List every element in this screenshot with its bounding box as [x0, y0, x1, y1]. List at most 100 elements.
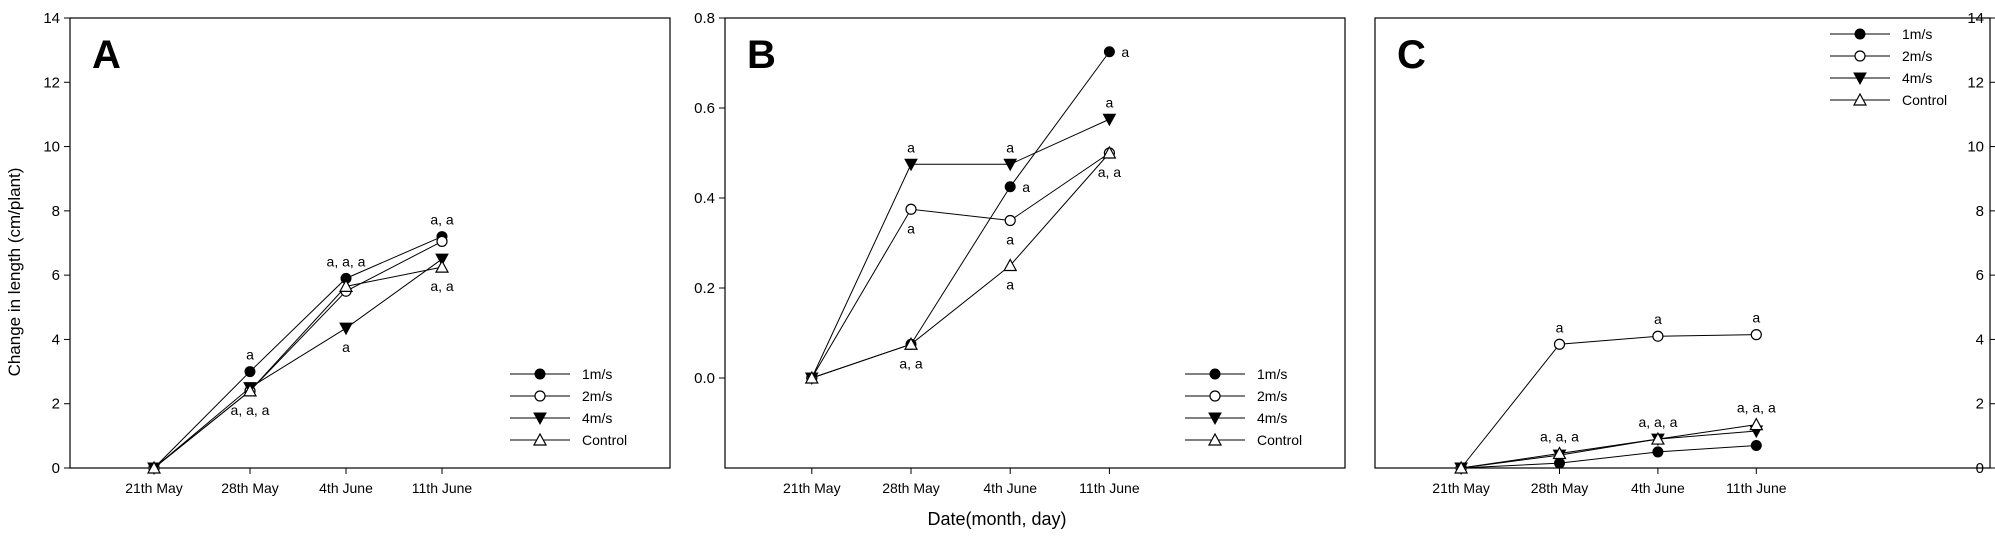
y-tick-label: 0.8: [694, 10, 715, 27]
data-point: [1103, 46, 1115, 58]
x-tick-label: 28th May: [882, 480, 940, 496]
data-point: [435, 253, 449, 267]
significance-label: a, a: [430, 212, 454, 228]
legend-marker: [534, 390, 546, 402]
legend-entry: Control: [1257, 432, 1302, 448]
data-point: [1003, 258, 1018, 272]
y-tick-label: 10: [1967, 139, 1984, 156]
series-4m-s: [1454, 425, 1764, 476]
data-point: [1553, 338, 1566, 350]
series-control: [1454, 417, 1764, 474]
plot-frame: [69, 17, 671, 469]
data-point: [804, 370, 819, 384]
y-tick-label: 0.4: [694, 190, 715, 207]
data-point: [1652, 446, 1664, 458]
y-tick-label: 6: [52, 267, 60, 284]
data-point: [1102, 113, 1117, 127]
legend-entry: 1m/s: [1902, 26, 1932, 42]
significance-label: a, a, a: [327, 253, 366, 269]
y-tick-label: 6: [1976, 267, 1984, 284]
data-point: [242, 383, 258, 397]
x-tick-label: 21th May: [125, 480, 183, 496]
legend-entry: 4m/s: [1902, 70, 1932, 86]
legend: 1m/s 2m/s 4m/s Control: [1185, 366, 1302, 448]
series-line: [153, 266, 443, 469]
series-line: [811, 152, 1110, 379]
y-axis-label: Change in length (cm/plant): [5, 168, 24, 377]
y-tick-label: 12: [1967, 74, 1984, 91]
legend-entry: 2m/s: [1257, 388, 1287, 404]
panels: 0 2 4 6 8 10 12 14 21th May 28th May 4th June 11th …: [43, 10, 1995, 496]
y-tick-label: 8: [52, 203, 60, 220]
legend-marker: [1209, 390, 1221, 402]
x-axis-label: Date(month, day): [927, 509, 1066, 529]
panel-a: 0 2 4 6 8 10 12 14 21th May 28th May 4th June 11th …: [43, 10, 671, 496]
significance-label: a, a, a: [1638, 414, 1677, 430]
y-tick-label: 0.2: [694, 280, 715, 297]
legend-entry: Control: [1902, 92, 1947, 108]
data-point: [1454, 460, 1469, 474]
series-line: [811, 152, 1110, 379]
panel-label: A: [92, 33, 121, 77]
data-point: [905, 203, 917, 215]
data-point: [1004, 181, 1016, 193]
significance-label: a, a: [430, 278, 454, 294]
legend-entry: 4m/s: [582, 410, 612, 426]
series-line: [153, 236, 443, 469]
x-tick-label: 21th May: [1432, 480, 1490, 496]
y-tick-label: 4: [52, 331, 60, 348]
y-tick-label: 12: [43, 74, 60, 91]
y-tick-label: 8: [1976, 203, 1984, 220]
significance-label: a, a: [1098, 164, 1122, 180]
legend-marker: [1209, 368, 1221, 380]
data-point: [338, 279, 354, 292]
x-tick-label: 4th June: [1631, 480, 1685, 496]
significance-label: a, a: [899, 355, 923, 371]
x-tick-label: 21th May: [783, 480, 841, 496]
significance-label: a: [342, 339, 350, 355]
y-tick-label: 0: [52, 460, 60, 477]
data-point: [1004, 214, 1016, 227]
legend-marker: [533, 412, 547, 426]
data-point: [903, 336, 919, 350]
series-line: [811, 118, 1110, 379]
panel-c: 0 2 4 6 8 10 12 14 21th May 28th May 4th June 11th …: [1374, 10, 1995, 496]
x-tick-label: 4th June: [319, 480, 373, 496]
panel-label: B: [747, 33, 776, 77]
significance-label: a: [1006, 232, 1014, 248]
legend-entry: 1m/s: [1257, 366, 1287, 382]
significance-label: a: [907, 139, 915, 155]
legend-entry: 1m/s: [582, 366, 612, 382]
data-point: [244, 366, 256, 378]
significance-label: a: [1006, 139, 1014, 155]
significance-label: a: [1006, 277, 1014, 293]
legend-entry: 4m/s: [1257, 410, 1287, 426]
data-point: [1750, 440, 1762, 451]
legend-marker: [1852, 92, 1868, 106]
series-line: [1461, 445, 1757, 469]
series-line: [1460, 334, 1757, 469]
x-tick-label: 28th May: [221, 480, 279, 496]
significance-label: a: [1121, 44, 1129, 60]
y-tick-label: 0.0: [694, 370, 715, 387]
significance-label: a, a, a: [231, 402, 270, 418]
data-point: [1652, 330, 1664, 342]
series-line: [1461, 424, 1757, 469]
series-control: [146, 259, 450, 474]
legend-marker: [532, 432, 548, 446]
legend-marker: [1854, 50, 1866, 62]
significance-label: a: [1752, 310, 1760, 326]
significance-label: a: [246, 347, 254, 363]
y-tick-label: 14: [43, 10, 60, 27]
significance-label: a: [1106, 94, 1114, 110]
y-tick-label: 2: [52, 396, 60, 413]
significance-label: a, a, a: [1737, 400, 1776, 416]
x-tick-label: 4th June: [983, 480, 1037, 496]
y-tick-label: 14: [1967, 10, 1984, 27]
data-point: [1750, 329, 1762, 341]
legend-marker: [1853, 72, 1867, 86]
x-tick-label: 11th June: [1079, 480, 1140, 496]
y-tick-label: 0: [1976, 460, 1984, 477]
y-tick-label: 0.6: [694, 100, 715, 117]
